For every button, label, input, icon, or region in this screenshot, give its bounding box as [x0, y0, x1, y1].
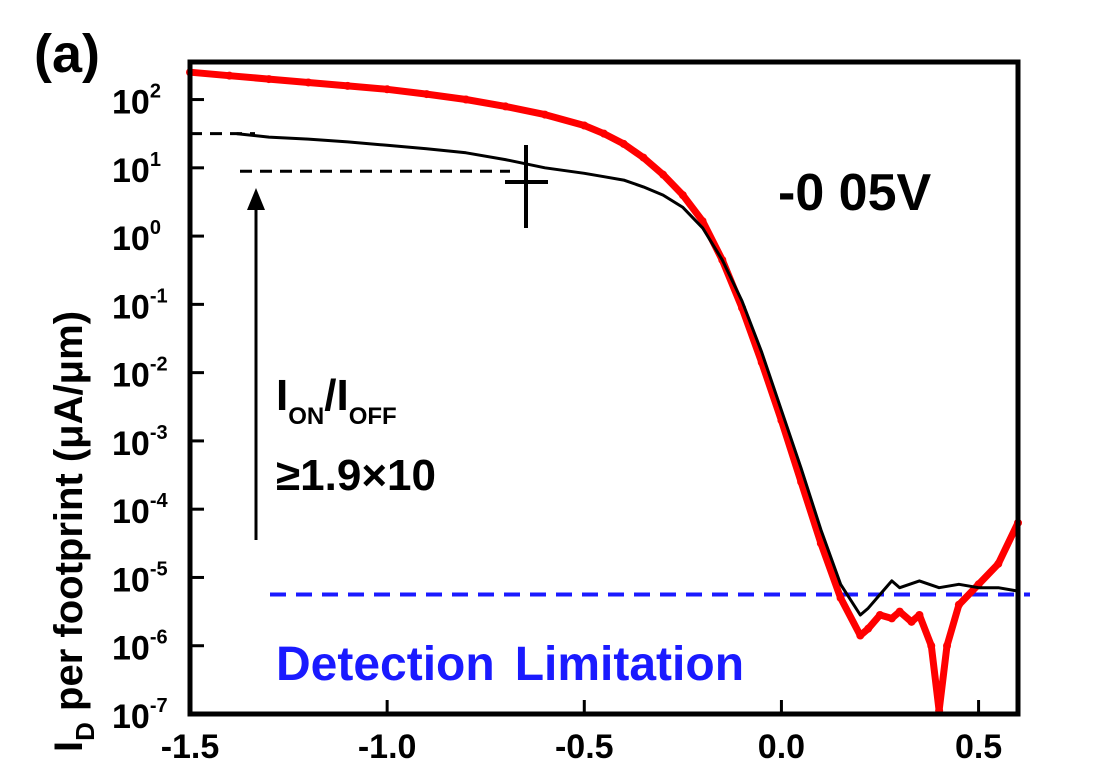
detection-label: Detection Limitation [276, 638, 744, 691]
y-tick-base: 10 [112, 698, 150, 736]
ratio-label-line2: ≥1.9×10 [276, 451, 436, 500]
ratio-i-on: I [276, 371, 288, 420]
series-point-red [501, 102, 510, 111]
y-tick-label: 100 [112, 217, 161, 258]
series-point-red [856, 631, 865, 640]
y-tick-exponent: 1 [150, 149, 161, 171]
y-tick-label: 10-7 [112, 695, 168, 736]
series-point-red [639, 153, 648, 162]
series-point-red [887, 614, 896, 623]
x-tick-label: -0.5 [555, 728, 614, 762]
series-point-red [954, 600, 963, 609]
y-tick-label: 101 [112, 149, 161, 190]
y-axis-label-rest: per footprint (μA/μm) [47, 311, 91, 722]
series-point-red [462, 95, 470, 104]
series-point-red [225, 71, 234, 80]
series-point-red [383, 85, 392, 94]
ratio-slash-i: /I [324, 371, 348, 420]
y-tick-base: 10 [112, 630, 150, 668]
x-tick-label: 0.5 [955, 728, 1002, 762]
ratio-on-subscript: ON [288, 403, 324, 430]
y-tick-label: 10-4 [112, 490, 168, 531]
x-tick-label: -1.0 [358, 728, 417, 762]
y-tick-exponent: 2 [150, 81, 161, 103]
series-point-red [678, 191, 687, 200]
y-tick-label: 10-1 [112, 285, 168, 326]
y-tick-base: 10 [112, 561, 150, 599]
x-tick-label: 0.0 [758, 728, 805, 762]
reference-lines [190, 132, 1030, 597]
series-point-red [304, 78, 313, 87]
y-tick-exponent: -1 [150, 285, 168, 307]
y-tick-base: 10 [112, 357, 150, 395]
series-point-red [698, 217, 707, 226]
series-line-black [235, 132, 1020, 617]
y-tick-label: 10-5 [112, 558, 168, 599]
series-point-red [864, 624, 873, 633]
y-axis-label-subscript: D [70, 722, 100, 741]
series-point-red [876, 611, 884, 620]
data-series [186, 68, 1022, 715]
series-point-red [580, 121, 589, 130]
series-point-red [343, 81, 352, 90]
y-tick-exponent: -6 [150, 627, 168, 649]
x-axis-ticks: -1.5 -1.0 -0.5 0.0 0.5 [161, 700, 1002, 762]
series-point-red [836, 593, 845, 602]
y-tick-exponent: -7 [150, 695, 168, 717]
y-tick-label: 102 [112, 81, 161, 122]
y-tick-exponent: -2 [150, 354, 168, 376]
series-point-red [895, 607, 904, 616]
series-point-red [422, 90, 431, 99]
plot-frame [187, 59, 1021, 717]
y-axis-label: ID per footprint (μA/μm) [47, 311, 100, 752]
series-point-red [915, 611, 924, 620]
y-tick-label: 10-2 [112, 354, 168, 395]
y-tick-label: 10-6 [112, 627, 168, 668]
series-point-red [816, 539, 825, 548]
y-tick-exponent: -4 [150, 490, 169, 512]
y-tick-exponent: 0 [150, 217, 161, 239]
y-axis-label-main: I [47, 741, 91, 752]
series-point-red [927, 641, 936, 650]
series-point-red [907, 617, 916, 626]
series-point-red [943, 641, 952, 650]
y-tick-exponent: -3 [150, 422, 168, 444]
y-tick-base: 10 [112, 220, 150, 258]
vds-label: -0 05V [778, 164, 932, 222]
annotations [247, 145, 548, 540]
ratio-label-line1: ION/IOFF [276, 371, 397, 430]
x-tick-label: -1.5 [161, 728, 220, 762]
y-tick-label: 10-3 [112, 422, 168, 463]
series-line-red [186, 68, 1022, 715]
series-point-red [264, 75, 273, 84]
y-tick-base: 10 [112, 425, 150, 463]
series-point-red [600, 129, 608, 138]
series-point-red [619, 139, 628, 148]
y-tick-base: 10 [112, 152, 150, 190]
series-point-red [540, 110, 549, 119]
y-tick-base: 10 [112, 84, 150, 122]
series-point-red [797, 477, 806, 486]
panel-label: (a) [34, 24, 100, 84]
series-point-red [659, 170, 668, 179]
series-point-red [994, 559, 1003, 568]
y-tick-base: 10 [112, 288, 150, 326]
y-tick-base: 10 [112, 493, 150, 531]
ratio-arrow-head [247, 188, 265, 210]
detection-word: Detection [276, 638, 495, 691]
limitation-word: Limitation [515, 638, 744, 691]
ratio-off-subscript: OFF [349, 403, 397, 430]
y-tick-exponent: -5 [150, 558, 168, 580]
